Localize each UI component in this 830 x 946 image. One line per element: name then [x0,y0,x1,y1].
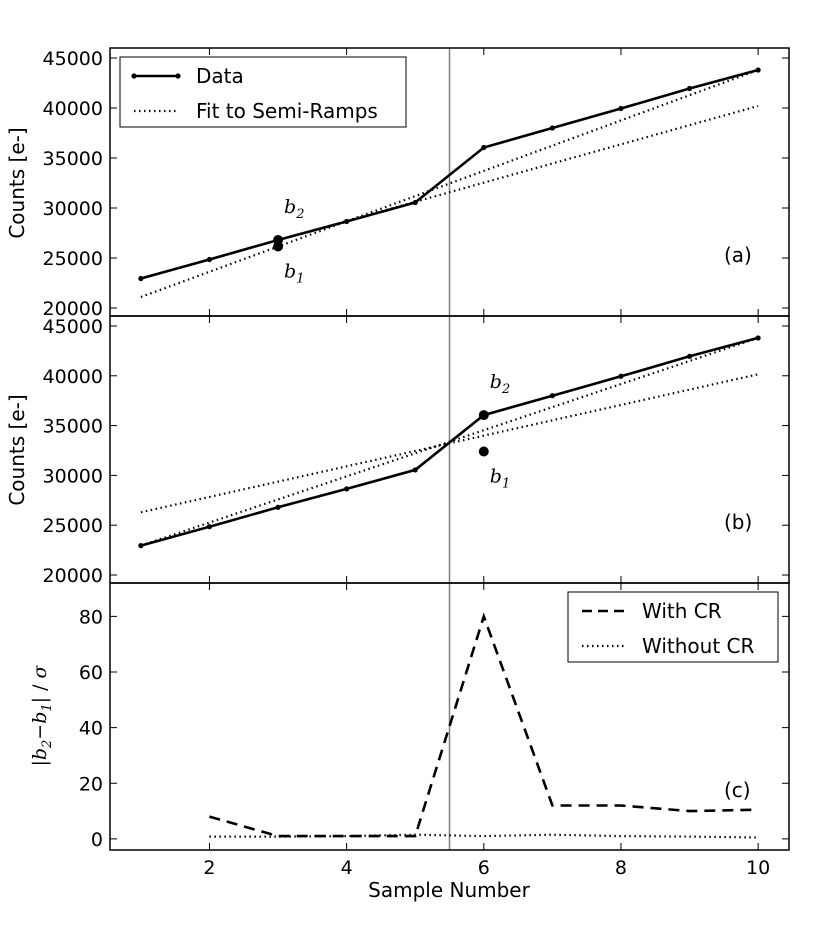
data-point [206,524,213,530]
legend-c-without-label: Without CR [642,634,754,658]
panel-a-label: (a) [724,243,752,267]
y-tick-label: 45000 [43,316,103,338]
x-tick-label: 8 [615,857,627,879]
legend-a-data-marker [175,73,181,79]
panel-a-series: b2 b1 [138,67,761,299]
panel-c-frame [109,582,790,851]
point-label-b1: b1 [284,261,304,287]
panel-a-ticks: 20000 25000 30000 35000 40000 45000 [43,48,789,320]
point-label-b2: b2 [490,371,510,397]
panel-c-ticks: 0 20 40 60 80 2 4 6 8 10 [79,583,789,879]
y-tick-label: 60 [79,662,103,684]
panel-b-ticks: 20000 25000 30000 35000 40000 45000 [43,316,789,587]
y-tick-label: 30000 [43,465,103,487]
x-tick-label: 2 [203,857,215,879]
panel-b-series: b2 b1 [138,335,761,549]
y-tick-label: 80 [79,606,103,628]
legend-a-data-label: Data [196,64,244,88]
data-point [412,199,418,206]
data-point [412,467,418,473]
data-point [618,105,624,112]
y-tick-label: 20 [79,773,103,795]
y-tick-label: 40000 [43,98,103,120]
fit-line [140,104,759,280]
legend-c-box [567,591,779,663]
without-cr-line [209,833,759,839]
legend-c: With CR Without CR [567,591,779,663]
point-b2 [478,410,489,421]
y-tick-label: 40000 [43,366,103,388]
x-tick-label: 4 [341,857,353,879]
fit-line [140,373,759,514]
y-tick-label: 35000 [43,148,103,170]
data-point [275,504,281,510]
legend-c-with-label: With CR [642,599,722,623]
data-point [481,144,487,151]
data-point [344,486,350,492]
x-axis-title: Sample Number [368,878,530,902]
panel-b: b2 b1 20000 25000 30000 35000 40000 45000 Coun… [5,315,790,587]
legend-a-data-marker [131,73,137,79]
panel-c-ylabel: |b2−b1| / σ [29,664,55,766]
legend-a: Data Fit to Semi-Ramps [119,56,407,128]
panel-c-series [209,612,759,839]
legend-a-box [119,56,407,128]
y-tick-label: 25000 [43,248,103,270]
y-tick-label: 25000 [43,515,103,537]
data-point [755,335,761,341]
panel-b-ylabel: Counts [e-] [5,394,29,505]
y-tick-label: 20000 [43,565,103,587]
data-point [686,85,693,92]
x-tick-label: 6 [478,857,490,879]
point-b1 [273,241,284,252]
point-label-b2: b2 [284,196,304,222]
data-point [686,353,693,359]
data-point [549,393,555,399]
point-label-b1: b1 [490,465,510,491]
panel-c-label: (c) [724,778,751,802]
point-b1 [478,446,489,457]
y-tick-label: 40 [79,718,103,740]
panel-a: b2 b1 20000 25000 30000 35000 40000 45000 Coun… [5,47,790,320]
panel-a-ylabel: Counts [e-] [5,127,29,238]
data-point [549,125,555,131]
y-tick-label: 20000 [43,298,103,320]
y-tick-label: 30000 [43,198,103,220]
panel-b-label: (b) [724,510,752,534]
y-tick-label: 35000 [43,416,103,438]
x-tick-label: 10 [746,857,770,879]
panel-c: 0 20 40 60 80 2 4 6 8 10 |b2−b1| / σ (c) Sample N… [29,582,790,902]
data-point [138,275,144,282]
y-tick-label: 0 [91,829,103,851]
fit-line [140,336,759,547]
data-line [140,68,759,280]
y-tick-label: 45000 [43,48,103,70]
data-point [618,373,624,379]
data-point [138,543,144,549]
legend-a-fit-label: Fit to Semi-Ramps [196,99,378,123]
